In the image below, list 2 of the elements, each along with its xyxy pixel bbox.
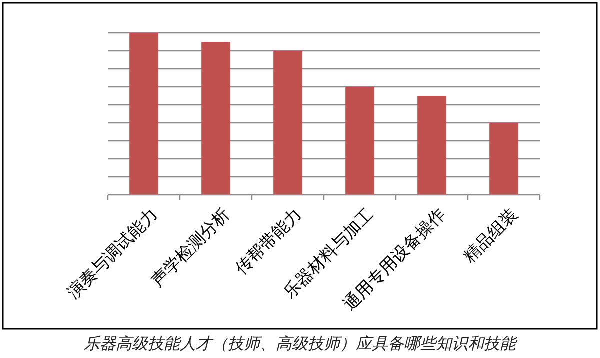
x-tick-label: 精品组装 — [460, 204, 522, 266]
text: 乐器高级技能人才（技师、高级技师）应具备哪些知识和技能 — [84, 335, 518, 353]
